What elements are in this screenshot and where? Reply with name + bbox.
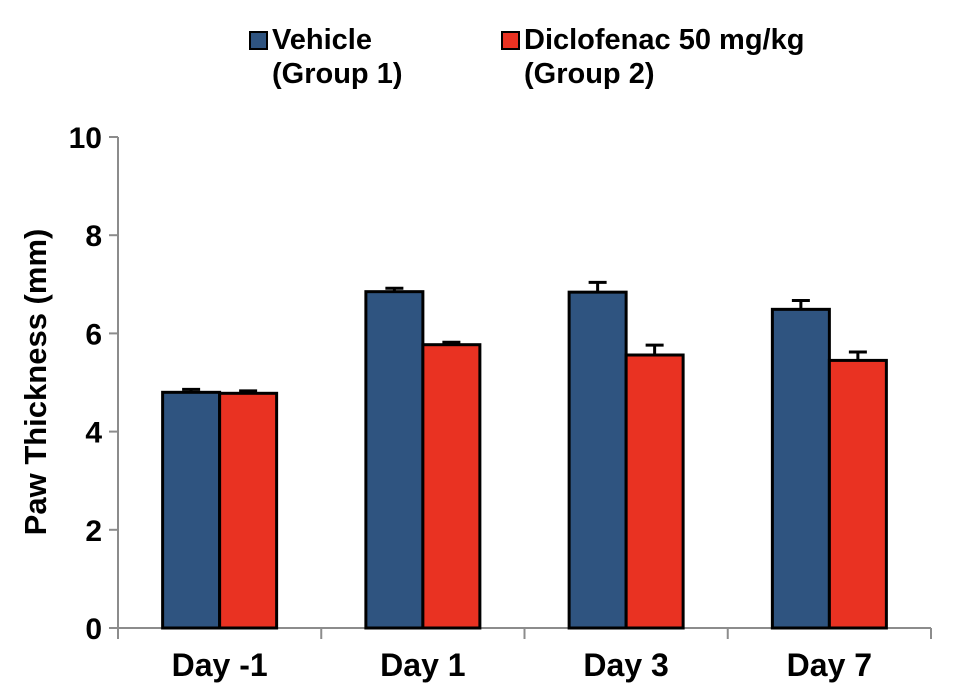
legend-label-vehicle-line2: (Group 1)	[272, 58, 403, 90]
y-tick-label-0: 0	[85, 613, 102, 646]
legend-label-diclofenac-line2: (Group 2)	[524, 58, 655, 90]
error-bar-diclofenac-day-1	[442, 340, 461, 345]
error-bar-vehicle-day-1	[182, 387, 201, 393]
legend-swatch-vehicle-icon	[249, 31, 268, 50]
error-bar-vehicle-day-7	[791, 299, 810, 310]
bar-diclofenac-day-1	[218, 391, 279, 630]
y-tick-label-10: 10	[69, 122, 102, 155]
legend-entry-diclofenac: Diclofenac 50 mg/kg (Group 2)	[501, 23, 804, 91]
legend-label-diclofenac: Diclofenac 50 mg/kg (Group 2)	[524, 23, 804, 91]
y-tick-label-8: 8	[85, 220, 102, 253]
bar-diclofenac-day-1	[421, 343, 482, 630]
error-bar-vehicle-day-1	[385, 286, 404, 292]
x-tick-label-day-1: Day -1	[172, 647, 268, 683]
bar-vehicle-day-3	[567, 290, 628, 630]
error-bar-diclofenac-day-3	[645, 343, 664, 356]
legend-entry-vehicle: Vehicle (Group 1)	[249, 23, 403, 91]
error-bar-vehicle-day-3	[588, 280, 607, 293]
y-tick-label-4: 4	[85, 417, 102, 450]
x-tick-label-day-7: Day 7	[787, 647, 872, 683]
y-tick-label-6: 6	[85, 318, 102, 351]
legend-label-vehicle: Vehicle (Group 1)	[272, 23, 403, 91]
error-bar-diclofenac-day-7	[848, 350, 867, 361]
bar-diclofenac-day-7	[827, 358, 888, 630]
x-tick-label-day-1: Day 1	[380, 647, 465, 683]
bar-vehicle-day-7	[770, 307, 831, 630]
legend-label-diclofenac-line1: Diclofenac 50 mg/kg	[524, 24, 805, 56]
y-axis-title: Paw Thickness (mm)	[18, 228, 53, 536]
error-bar-diclofenac-day-1	[239, 389, 258, 394]
bar-vehicle-day-1	[161, 390, 222, 630]
legend-label-vehicle-line1: Vehicle	[272, 24, 372, 56]
bar-vehicle-day-1	[364, 290, 425, 630]
legend-swatch-diclofenac-icon	[501, 31, 520, 50]
x-tick-label-day-3: Day 3	[583, 647, 668, 683]
bar-diclofenac-day-3	[624, 353, 685, 630]
y-tick-label-2: 2	[85, 515, 102, 548]
